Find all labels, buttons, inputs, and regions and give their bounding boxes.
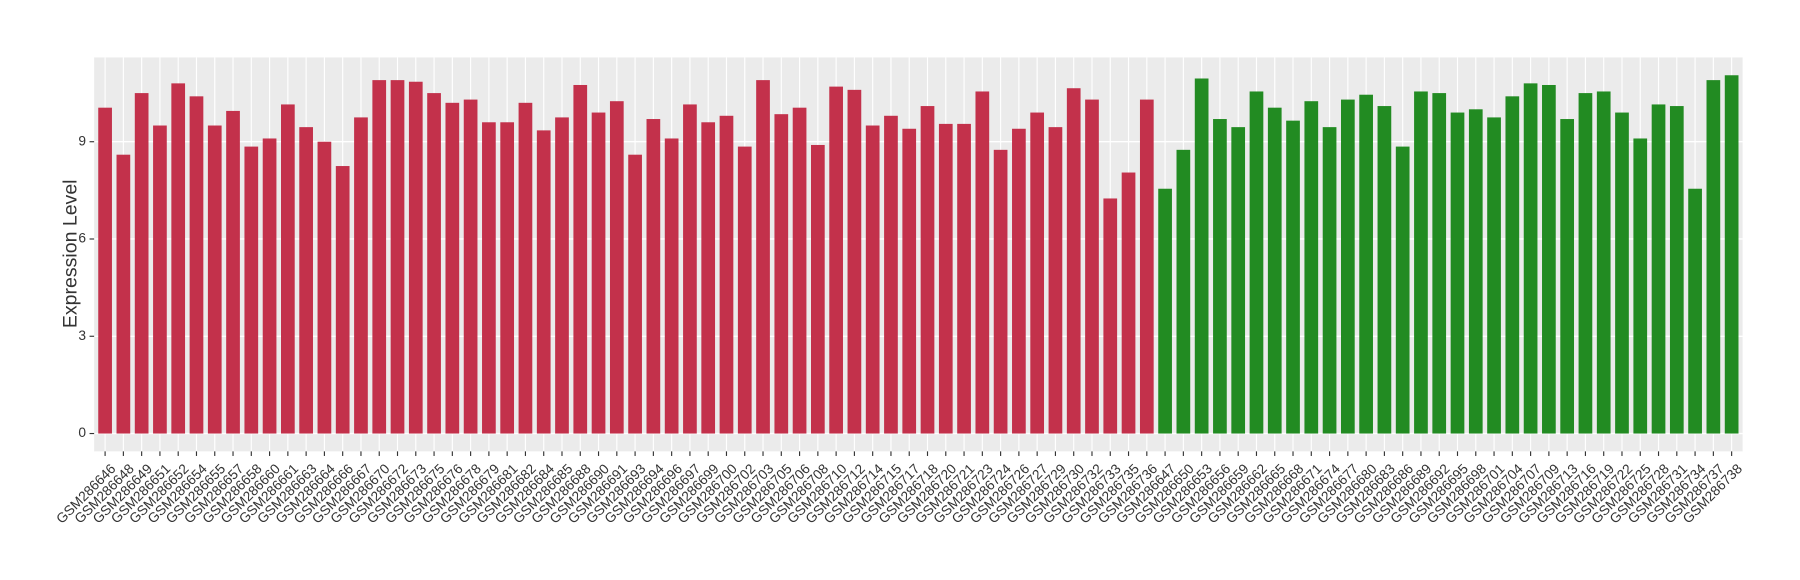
- bar: [1267, 107, 1282, 434]
- bar: [1304, 101, 1319, 434]
- bar: [1542, 84, 1556, 434]
- bar: [116, 154, 131, 434]
- bar: [957, 123, 971, 434]
- bar: [1523, 83, 1538, 434]
- bar: [1688, 188, 1702, 434]
- bar: [774, 114, 789, 434]
- bar: [993, 149, 1008, 434]
- bar: [1505, 96, 1520, 434]
- bar: [1578, 93, 1593, 434]
- bar: [1103, 198, 1118, 434]
- bar: [719, 115, 734, 434]
- bar: [792, 107, 807, 434]
- bar: [1286, 120, 1300, 434]
- bar: [281, 104, 295, 434]
- bar: [1706, 80, 1721, 434]
- bar: [683, 104, 697, 434]
- bar: [902, 128, 917, 434]
- bar: [1340, 99, 1355, 434]
- bar: [1249, 91, 1264, 434]
- y-tick-label: 3: [78, 328, 86, 343]
- bar: [536, 130, 551, 434]
- bar: [390, 80, 405, 434]
- bar: [1395, 146, 1410, 434]
- bar: [938, 123, 953, 434]
- bar: [1633, 138, 1648, 434]
- bar: [1450, 112, 1465, 434]
- bar: [1048, 127, 1063, 434]
- bar: [1414, 91, 1428, 434]
- bar: [134, 93, 149, 434]
- bar: [609, 101, 624, 434]
- bar: [1139, 99, 1154, 434]
- bar: [884, 115, 898, 434]
- bar: [628, 154, 642, 434]
- bar: [482, 122, 496, 434]
- bar: [975, 91, 990, 434]
- bar: [1377, 106, 1392, 434]
- bar: [463, 99, 478, 434]
- y-tick-label: 0: [78, 425, 86, 440]
- bar: [1615, 112, 1629, 434]
- bar: [1322, 127, 1337, 434]
- bar: [1487, 117, 1501, 434]
- bar: [591, 112, 606, 434]
- bar: [865, 125, 880, 434]
- bar: [335, 166, 350, 434]
- bar: [1231, 127, 1246, 434]
- bar: [1158, 188, 1172, 434]
- bar: [646, 119, 661, 434]
- bar: [427, 93, 441, 434]
- bar: [737, 146, 752, 434]
- bar: [1066, 88, 1081, 434]
- bar: [1213, 119, 1227, 434]
- bar: [810, 144, 825, 434]
- bar: [354, 117, 368, 434]
- bar: [189, 96, 204, 434]
- bar: [518, 102, 533, 434]
- bar: [445, 102, 460, 434]
- bar: [408, 81, 423, 434]
- bar: [701, 122, 716, 434]
- y-tick-label: 9: [78, 133, 86, 148]
- y-axis-title: Expression Level: [59, 179, 81, 328]
- bar: [98, 107, 112, 434]
- bar: [1596, 91, 1611, 434]
- bar: [1669, 106, 1684, 434]
- bar: [500, 122, 515, 434]
- bar: [1176, 149, 1191, 434]
- bar: [1194, 78, 1209, 434]
- bar: [1468, 109, 1483, 434]
- bar: [226, 110, 240, 434]
- bar: [317, 141, 332, 434]
- bar: [1651, 104, 1666, 434]
- bar: [262, 138, 277, 434]
- panel-background: [94, 57, 1743, 452]
- bar: [829, 86, 843, 434]
- bar: [244, 146, 259, 434]
- bar: [372, 80, 387, 434]
- bar: [1121, 172, 1136, 434]
- bar: [299, 127, 313, 434]
- bar: [920, 106, 935, 434]
- bar: [664, 138, 679, 434]
- bar: [171, 83, 186, 434]
- bar: [1012, 128, 1026, 434]
- bar: [573, 84, 588, 434]
- bar: [756, 80, 770, 434]
- y-tick-label: 6: [78, 231, 86, 246]
- bar: [207, 125, 222, 434]
- bar: [555, 117, 569, 434]
- bar: [1432, 93, 1447, 434]
- bar: [1085, 99, 1099, 434]
- bar: [153, 125, 167, 434]
- bar: [1724, 75, 1739, 434]
- bar: [1359, 94, 1373, 434]
- bar: [847, 89, 862, 434]
- bar: [1030, 112, 1045, 434]
- bar: [1560, 119, 1575, 434]
